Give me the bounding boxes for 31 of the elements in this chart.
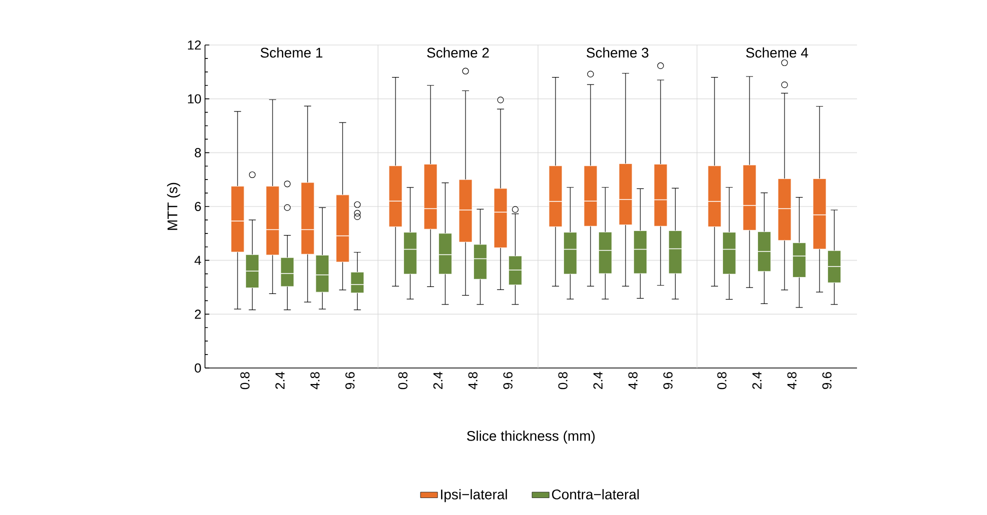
x-tick-label: 9.6 [503,372,512,389]
x-tick-label: 4.8 [628,372,638,390]
x-tick-label: 0.8 [717,372,726,390]
chart-title: Scheme 3 [586,47,648,58]
legend-label: Contra−lateral [552,489,639,500]
x-tick-label: 0.8 [240,372,250,390]
x-tick-label: 2.4 [593,372,602,389]
y-tick-label: 4 [194,256,202,265]
x-tick-label: 9.6 [663,372,673,389]
x-tick-label: 2.4 [752,372,762,389]
x-tick-label: 4.8 [468,372,478,390]
x-tick-label: 9.6 [345,372,355,389]
legend-label: Ipsi−lateral [441,489,507,502]
y-tick-label: 10 [188,94,201,104]
x-tick-label: 2.4 [275,372,284,389]
x-tick-label: 4.8 [787,372,796,390]
y-tick-label: 0 [194,363,201,373]
y-axis-title: MTT (s) [167,182,180,230]
y-tick-label: 6 [194,202,201,212]
y-tick-label: 12 [188,40,201,50]
x-tick-label: 2.4 [433,372,442,389]
chart-title: Scheme 4 [746,47,808,58]
x-tick-label: 9.6 [822,372,832,389]
x-tick-label: 0.8 [398,372,408,390]
x-tick-label: 4.8 [310,372,320,390]
x-tick-label: 0.8 [558,372,568,390]
chart-title: Scheme 1 [260,47,322,58]
chart-title: Scheme 2 [427,47,489,58]
x-axis-title: Slice thickness (mm) [467,430,595,444]
y-tick-label: 8 [194,148,201,158]
y-tick-label: 2 [194,310,201,319]
